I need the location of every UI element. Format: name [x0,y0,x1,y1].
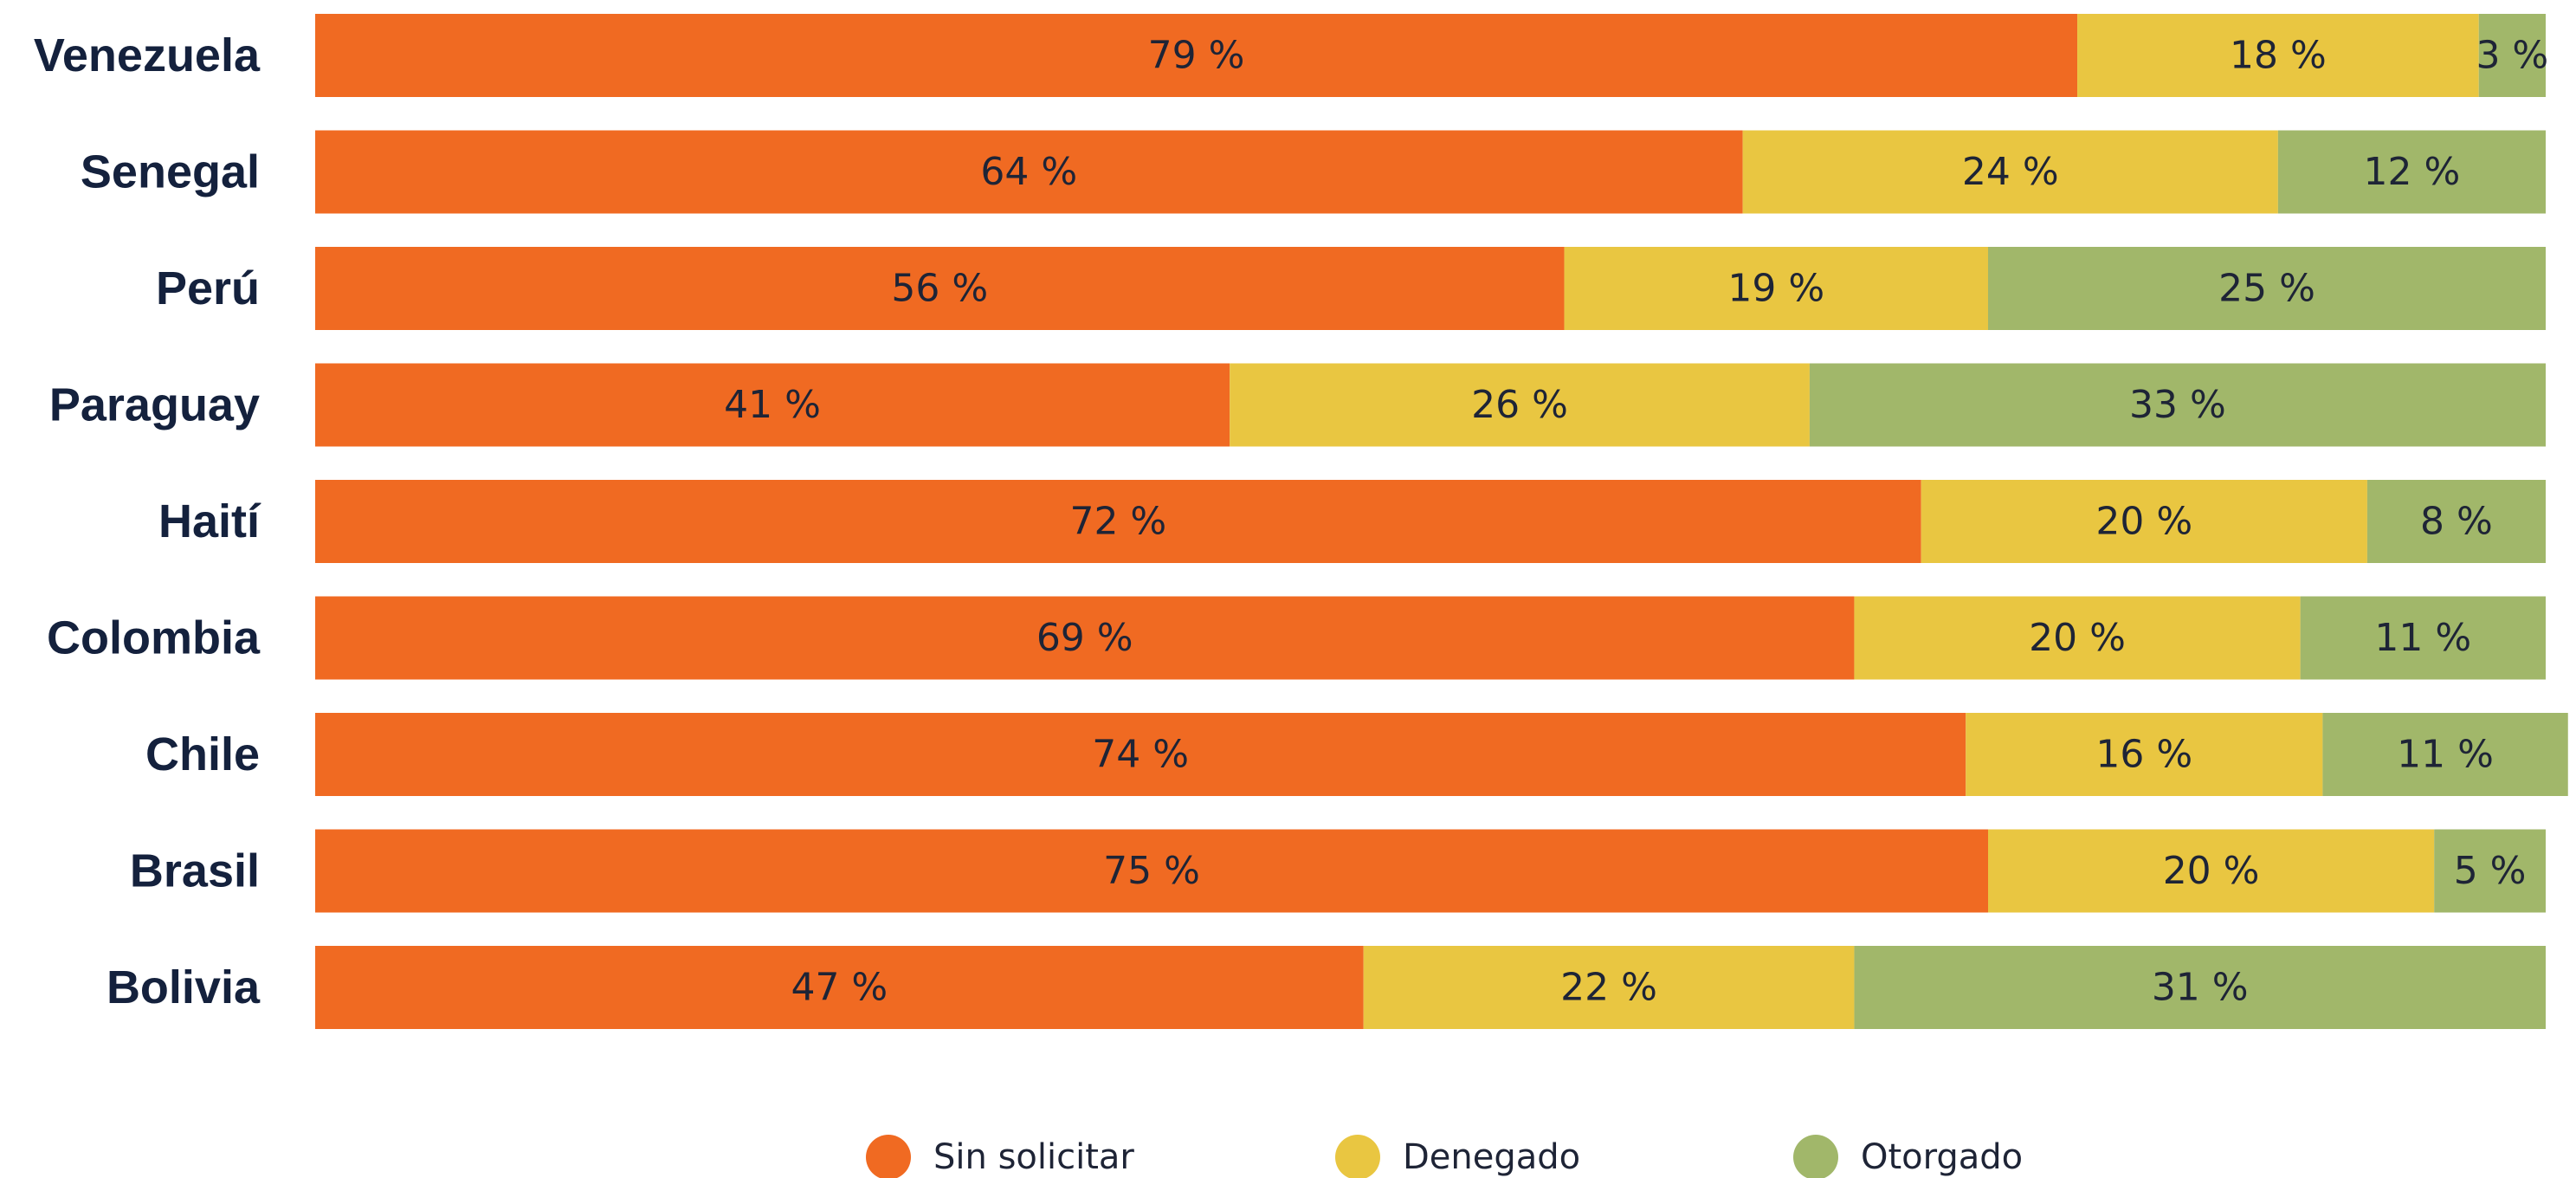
value-label-peru-otorgado: 25 % [2218,267,2315,311]
bar-chile-sin-solicitar [315,713,1966,796]
bar-senegal-denegado [1742,130,2278,214]
bar-venezuela-denegado [2077,14,2479,97]
value-label-bolivia-denegado: 22 % [1560,966,1657,1010]
value-label-paraguay-sin-solicitar: 41 % [724,383,821,427]
category-labels: Venezuela Senegal Perú Paraguay Haití Colombi… [34,29,261,1013]
value-label-colombia-denegado: 20 % [2029,616,2126,660]
category-label-venezuela: Venezuela [34,29,261,81]
bar-colombia-denegado [1854,596,2301,680]
legend-label-denegado: Denegado [1403,1137,1580,1177]
bar-paraguay-denegado [1230,363,1810,447]
bar-bolivia-denegado [1363,946,1855,1029]
bar-peru-denegado [1564,247,1988,330]
value-label-brasil-sin-solicitar: 75 % [1103,849,1200,893]
value-label-paraguay-otorgado: 33 % [2129,383,2226,427]
bar-brasil-sin-solicitar [315,829,1988,913]
bar-venezuela-otorgado [2478,14,2546,97]
value-label-venezuela-otorgado: 3 % [2476,34,2548,78]
bar-haiti-otorgado [2366,480,2546,563]
value-label-haiti-denegado: 20 % [2095,500,2192,544]
value-label-bolivia-sin-solicitar: 47 % [791,966,888,1010]
bar-haiti-sin-solicitar [315,480,1921,563]
bar-venezuela-sin-solicitar [315,14,2078,97]
bar-brasil-denegado [1988,829,2435,913]
value-labels: 79 % 18 % 3 % 64 % 24 % 12 % 56 % 19 % 25 % 41 % 2… [724,34,2548,1010]
value-label-senegal-sin-solicitar: 64 % [980,150,1077,194]
bar-senegal-sin-solicitar [315,130,1743,214]
value-label-chile-sin-solicitar: 74 % [1092,733,1189,777]
category-label-brasil: Brasil [130,845,260,897]
value-label-venezuela-sin-solicitar: 79 % [1148,34,1245,78]
category-label-chile: Chile [145,728,260,780]
legend-label-otorgado: Otorgado [1861,1137,2023,1177]
value-label-brasil-denegado: 20 % [2163,849,2260,893]
bar-paraguay-otorgado [1809,363,2546,447]
category-label-bolivia: Bolivia [107,961,261,1013]
value-label-haiti-otorgado: 8 % [2420,500,2493,544]
category-label-peru: Perú [156,262,260,314]
bar-paraguay-sin-solicitar [315,363,1230,447]
value-label-senegal-denegado: 24 % [1962,150,2059,194]
bar-colombia-sin-solicitar [315,596,1855,680]
category-label-senegal: Senegal [81,146,260,198]
bar-colombia-otorgado [2300,596,2546,680]
value-label-brasil-otorgado: 5 % [2454,849,2527,893]
bar-peru-otorgado [1988,247,2546,330]
bar-haiti-denegado [1921,480,2367,563]
legend: Sin solicitar Denegado Otorgado [866,1135,2023,1178]
value-label-colombia-sin-solicitar: 69 % [1036,616,1133,660]
bar-senegal-otorgado [2277,130,2546,214]
value-label-venezuela-denegado: 18 % [2230,34,2327,78]
value-label-bolivia-otorgado: 31 % [2152,966,2249,1010]
legend-marker-sin-solicitar [866,1135,911,1178]
bar-bolivia-otorgado [1854,946,2546,1029]
value-label-haiti-sin-solicitar: 72 % [1069,500,1166,544]
bars-layer [315,14,2568,1029]
bar-brasil-otorgado [2434,829,2546,913]
value-label-chile-otorgado: 11 % [2397,733,2494,777]
category-label-colombia: Colombia [47,612,261,664]
legend-marker-otorgado [1793,1135,1838,1178]
value-label-paraguay-denegado: 26 % [1471,383,1568,427]
value-label-chile-denegado: 16 % [2095,733,2192,777]
category-label-haiti: Haití [158,495,261,547]
bar-chile-denegado [1966,713,2323,796]
value-label-peru-sin-solicitar: 56 % [891,267,988,311]
legend-marker-denegado [1335,1135,1380,1178]
bar-chile-otorgado [2322,713,2568,796]
value-label-colombia-otorgado: 11 % [2374,616,2471,660]
bar-bolivia-sin-solicitar [315,946,1364,1029]
category-label-paraguay: Paraguay [49,379,260,431]
bar-peru-sin-solicitar [315,247,1565,330]
legend-label-sin-solicitar: Sin solicitar [933,1137,1134,1177]
value-label-peru-denegado: 19 % [1727,267,1824,311]
value-label-senegal-otorgado: 12 % [2364,150,2461,194]
